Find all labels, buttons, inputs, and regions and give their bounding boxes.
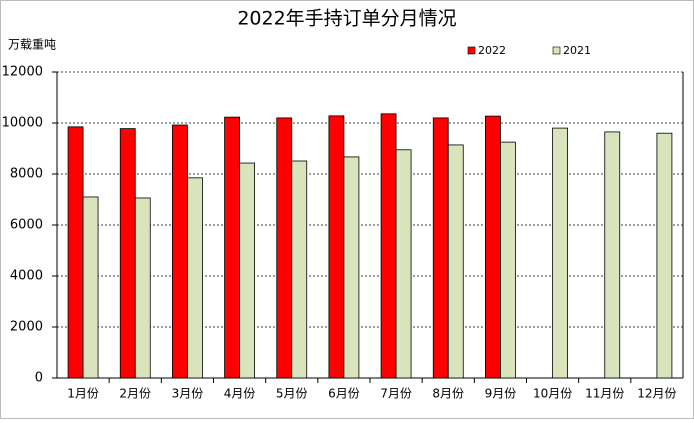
bar — [328, 115, 345, 379]
x-tick-label: 1月份 — [67, 387, 99, 401]
x-tick-label: 9月份 — [485, 387, 517, 401]
legend-swatch — [552, 46, 561, 55]
y-tick-label: 10000 — [2, 116, 43, 131]
y-tick-label: 2000 — [10, 320, 43, 335]
x-tick-label: 2月份 — [119, 387, 151, 401]
legend-swatch — [467, 46, 476, 55]
bar — [485, 115, 501, 379]
y-tick-label: 4000 — [10, 269, 43, 284]
bar — [134, 197, 151, 379]
x-tick-label: 8月份 — [432, 387, 464, 401]
chart-title: 2022年手持订单分月情况 — [237, 8, 456, 30]
y-tick-label: 6000 — [10, 218, 43, 233]
legend-label: 2021 — [563, 44, 591, 57]
bar — [656, 132, 673, 379]
bar — [187, 177, 203, 379]
bar — [604, 131, 621, 379]
bar — [224, 116, 240, 379]
y-tick-label: 12000 — [2, 65, 43, 80]
bar — [119, 128, 136, 379]
bar — [291, 160, 308, 379]
x-tick-label: 5月份 — [276, 387, 308, 401]
bar — [500, 141, 516, 379]
bar — [67, 126, 84, 379]
x-tick-label: 3月份 — [172, 387, 204, 401]
x-tick-label: 4月份 — [224, 387, 256, 401]
x-tick-label: 11月份 — [585, 387, 624, 401]
legend-label: 2022 — [478, 44, 506, 57]
bar — [239, 162, 255, 379]
bar — [172, 124, 188, 379]
y-axis-label: 万载重吨 — [8, 38, 56, 52]
bar — [447, 144, 464, 379]
y-tick-label: 0 — [35, 371, 43, 386]
bar — [552, 127, 568, 379]
x-tick-label: 10月份 — [533, 387, 572, 401]
x-tick-label: 7月份 — [380, 387, 412, 401]
bar — [432, 117, 449, 379]
bar — [343, 156, 360, 379]
x-tick-label: 12月份 — [637, 387, 676, 401]
bar — [82, 196, 99, 379]
x-tick-label: 6月份 — [328, 387, 360, 401]
y-tick-label: 8000 — [10, 167, 43, 182]
bar — [276, 117, 293, 379]
bar — [395, 149, 412, 379]
bar — [380, 113, 397, 379]
